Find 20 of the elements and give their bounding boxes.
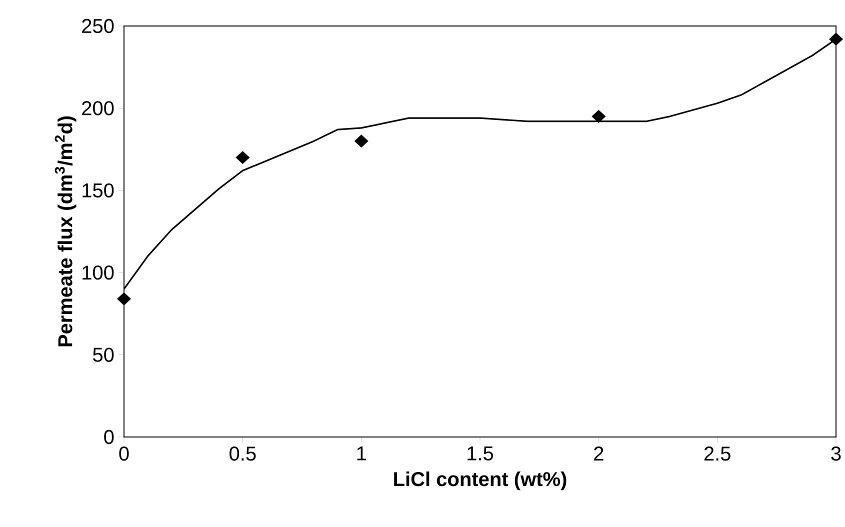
x-axis-title: LiCl content (wt%) [394, 472, 566, 490]
point [354, 134, 368, 148]
point [116, 292, 132, 306]
y-tick-label: 150 [82, 183, 114, 198]
y-tick-label: 250 [82, 18, 114, 34]
y-tick-label: 0 [104, 430, 114, 444]
y-tick-label: 100 [82, 266, 114, 280]
x-tick-label: 3 [831, 446, 841, 461]
x-tick-label: 0 [119, 446, 129, 461]
x-tick-label: 1 [357, 446, 366, 460]
point [236, 151, 250, 164]
y-axis-title: Permeate flux (dm$^{3}$/m$^{2}$d) [54, 116, 76, 346]
x-tick-label: 2 [594, 446, 604, 460]
point [592, 110, 606, 123]
x-tick-label: 0.5 [230, 446, 256, 461]
point [828, 32, 844, 46]
x-tick-label: 1.5 [468, 446, 494, 460]
y-tick-label: 50 [93, 348, 114, 362]
x-tick-label: 2.5 [704, 446, 730, 461]
y-tick-label: 200 [82, 101, 114, 116]
